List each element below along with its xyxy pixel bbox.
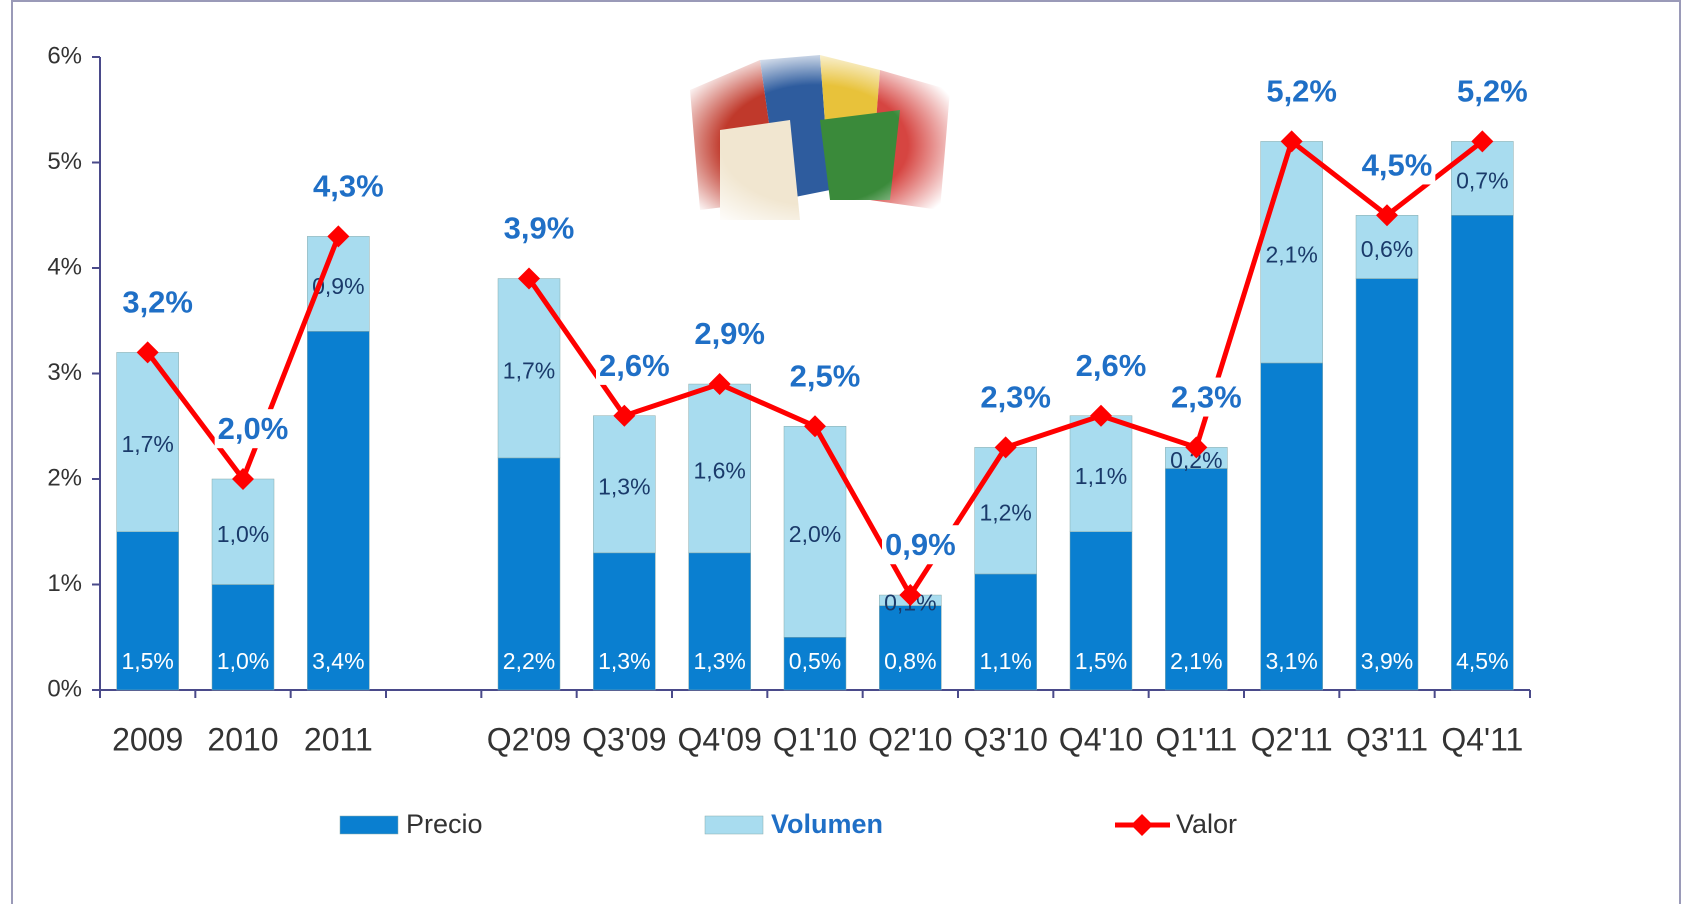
line-value-label: 2,0% (218, 411, 289, 446)
bar-value-label: 1,3% (693, 648, 745, 674)
bar-value-label: 1,1% (979, 648, 1031, 674)
x-tick-label: Q3'09 (582, 721, 666, 757)
line-value-label: 2,9% (694, 316, 765, 351)
legend-marker (1131, 814, 1153, 836)
bar-value-label: 1,0% (217, 521, 269, 547)
x-tick-label: Q4'11 (1441, 721, 1523, 757)
legend-label: Volumen (771, 809, 883, 839)
bar-value-label: 2,2% (503, 648, 555, 674)
y-tick-label: 1% (47, 570, 82, 597)
line-value-label: 2,6% (1076, 348, 1147, 383)
x-tick-label: Q1'10 (773, 721, 857, 757)
x-tick-label: Q1'11 (1155, 721, 1237, 757)
bar-value-label: 0,6% (1361, 236, 1413, 262)
line-value-label: 4,5% (1362, 147, 1433, 182)
bar-value-label: 3,4% (312, 648, 364, 674)
x-tick-label: Q4'09 (677, 721, 761, 757)
y-tick-label: 0% (47, 675, 82, 702)
bar-segment (212, 585, 274, 691)
bar-segment (1356, 279, 1418, 690)
y-tick-label: 6% (47, 42, 82, 69)
bar-value-label: 1,2% (979, 500, 1031, 526)
line-value-label: 5,2% (1266, 74, 1337, 109)
bar-segment (1261, 363, 1323, 690)
line-value-label: 2,3% (1171, 380, 1242, 415)
x-tick-label: Q3'10 (963, 721, 1047, 757)
bar-value-label: 3,9% (1361, 648, 1413, 674)
line-value-label: 2,5% (790, 358, 861, 393)
flags-picture (660, 45, 970, 245)
x-tick-label: Q2'10 (868, 721, 952, 757)
x-tick-label: Q4'10 (1059, 721, 1143, 757)
bar-value-label: 1,5% (121, 648, 173, 674)
legend-swatch (340, 816, 398, 834)
bar-value-label: 1,0% (217, 648, 269, 674)
bar-value-label: 3,1% (1265, 648, 1317, 674)
bar-value-label: 2,0% (789, 521, 841, 547)
bar-value-label: 2,1% (1265, 241, 1317, 267)
bar-value-label: 1,7% (503, 357, 555, 383)
line-value-label: 0,9% (885, 527, 956, 562)
chart: 0% 1% 2% 3% 4% 5% 6% 2009 2010 2011 Q2'09 Q3'09 Q4'0… (0, 0, 1685, 904)
y-tick-label: 4% (47, 253, 82, 280)
line-value-label: 2,6% (599, 348, 670, 383)
legend-label: Valor (1176, 809, 1237, 839)
bar-value-label: 1,3% (598, 648, 650, 674)
x-tick-label: Q2'11 (1251, 721, 1333, 757)
line-value-label: 2,3% (980, 380, 1051, 415)
x-tick-label: Q3'11 (1346, 721, 1428, 757)
y-tick-label: 2% (47, 464, 82, 491)
line-value-label: 3,2% (122, 285, 193, 320)
x-tick-label: Q2'09 (487, 721, 571, 757)
x-tick-label: 2009 (112, 721, 183, 757)
bar-value-label: 1,5% (1075, 648, 1127, 674)
bar-value-label: 1,6% (693, 458, 745, 484)
y-tick-label: 3% (47, 359, 82, 386)
line-value-label: 4,3% (313, 169, 384, 204)
x-tick-label: 2010 (207, 721, 278, 757)
bar-value-label: 0,7% (1456, 167, 1508, 193)
bar-value-label: 0,8% (884, 648, 936, 674)
line-value-label: 3,9% (504, 211, 575, 246)
bar-segment (307, 331, 369, 690)
bar-value-label: 1,1% (1075, 463, 1127, 489)
page: 0% 1% 2% 3% 4% 5% 6% 2009 2010 2011 Q2'09 Q3'09 Q4'0… (0, 0, 1685, 909)
x-tick-label: 2011 (304, 721, 373, 757)
y-tick-label: 5% (47, 148, 82, 175)
bar-value-label: 1,3% (598, 473, 650, 499)
bar-value-label: 1,7% (121, 431, 173, 457)
bar-value-label: 4,5% (1456, 648, 1508, 674)
bar-segment (1451, 215, 1513, 690)
bar-value-label: 2,1% (1170, 648, 1222, 674)
bar-value-label: 0,5% (789, 648, 841, 674)
legend-label: Precio (406, 809, 483, 839)
line-value-label: 5,2% (1457, 74, 1528, 109)
legend-swatch (705, 816, 763, 834)
